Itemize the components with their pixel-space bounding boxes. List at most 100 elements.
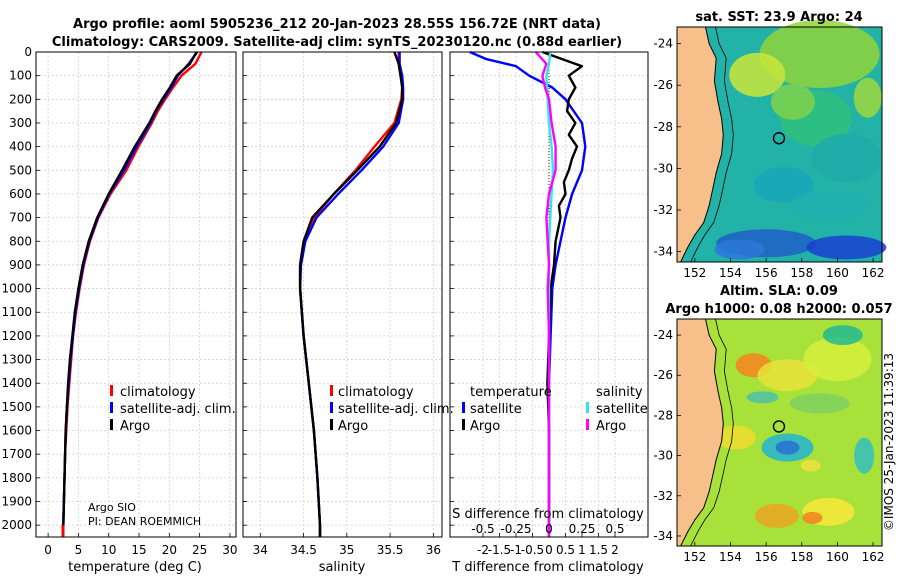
y-tick-label: 1800 — [1, 471, 32, 485]
legend-argo-swatch — [110, 419, 113, 430]
map-x-tick-label: 156 — [755, 266, 778, 280]
sst-map-title: sat. SST: 23.9 Argo: 24 — [695, 10, 862, 25]
y-tick-label: 900 — [9, 258, 32, 272]
y-tick-label: 1600 — [1, 424, 32, 438]
legend-t-satellite-swatch — [462, 402, 465, 413]
legend-satellite-swatch — [110, 402, 113, 413]
x-tick-label: 10 — [101, 543, 116, 557]
y-tick-label: 1500 — [1, 400, 32, 414]
map-field-patch — [754, 503, 799, 528]
y-tick-label: 1700 — [1, 447, 32, 461]
map-y-tick-label: -24 — [653, 37, 673, 51]
x-tick-label: 35 — [339, 543, 354, 557]
x-tick-label: -0.5 — [521, 543, 544, 557]
legend-satellite-label: satellite-adj. clim. — [338, 402, 454, 417]
tdiff-xlabel: T difference from climatology — [451, 560, 644, 575]
map-frame — [676, 26, 883, 263]
sla-map-title-line1: Altim. SLA: 0.09 — [720, 284, 838, 299]
map-field-patch — [789, 393, 850, 414]
map-x-tick-label: 160 — [826, 550, 849, 564]
imos-timestamp: ©IMOS 25-Jan-2023 11:39:13 — [882, 353, 896, 531]
y-tick-label: 700 — [9, 211, 32, 225]
temperature-xlabel: temperature (deg C) — [68, 560, 202, 575]
y-tick-label: 1200 — [1, 329, 32, 343]
x-tick-label: 36 — [426, 543, 441, 557]
s-tick-label: 0 — [545, 522, 553, 536]
series-line-salinity-argo — [534, 51, 557, 537]
y-tick-label: 300 — [9, 116, 32, 130]
x-tick-label: 30 — [222, 543, 237, 557]
map-field-patch — [757, 359, 818, 392]
y-tick-label: 100 — [9, 69, 32, 83]
legend-climatology-label: climatology — [338, 385, 414, 400]
salinity-xlabel: salinity — [319, 560, 366, 575]
x-tick-label: 25 — [192, 543, 207, 557]
map-field-patch — [746, 391, 779, 404]
map-y-tick-label: -28 — [653, 408, 673, 422]
map-field-patch — [853, 77, 882, 118]
salinity-legend: climatology satellite-adj. clim. Argo — [330, 385, 454, 434]
map-x-tick-label: 156 — [755, 550, 778, 564]
sdiff-xlabel: S difference from climatology — [452, 507, 644, 522]
y-tick-label: 1900 — [1, 495, 32, 509]
plot-frame — [449, 51, 649, 538]
x-tick-label: 15 — [131, 543, 146, 557]
map-y-tick-label: -28 — [653, 120, 673, 134]
map-field-patch — [729, 52, 786, 97]
salinity-profile-panel: 34 34.5 35 35.5 36 — [242, 51, 443, 557]
legend-climatology-swatch — [330, 385, 333, 396]
map-field-patch — [811, 134, 882, 183]
map-x-tick-label: 162 — [862, 266, 885, 280]
map-field-patch — [822, 325, 863, 346]
map-x-tick-label: 154 — [719, 550, 742, 564]
y-tick-label: 400 — [9, 140, 32, 154]
x-tick-label: 5 — [75, 543, 83, 557]
map-field-patch — [803, 337, 872, 382]
sla-map-panel: 152 154 156 158 160 162 -24 -26 -28 -30 -32 -34 — [653, 318, 885, 564]
map-x-tick-label: 160 — [826, 266, 849, 280]
y-tick-label: 2000 — [1, 518, 32, 532]
map-field-patch — [854, 437, 875, 474]
map-field-patch — [753, 167, 814, 204]
map-field-patch — [788, 190, 869, 221]
map-x-tick-label: 154 — [719, 266, 742, 280]
y-tick-label: 500 — [9, 163, 32, 177]
map-field-patch — [806, 235, 887, 260]
s-tick-label: 0.25 — [569, 522, 596, 536]
series-line-argo — [61, 51, 198, 538]
x-tick-label: 0 — [44, 543, 52, 557]
map-field-patch — [802, 511, 823, 524]
y-tick-label: 600 — [9, 187, 32, 201]
legend-argo-label: Argo — [338, 419, 368, 434]
legend-t-argo-label: Argo — [470, 419, 500, 434]
map-y-tick-label: -34 — [653, 529, 673, 543]
map-y-tick-label: -26 — [653, 78, 673, 92]
x-tick-label: 34 — [253, 543, 268, 557]
map-y-tick-label: -32 — [653, 489, 673, 503]
series-line-argo — [298, 51, 404, 537]
temperature-profile-panel: 0100200300400500600700800900100011001200… — [1, 45, 237, 557]
temperature-legend: climatology satellite-adj. clim. Argo — [110, 385, 236, 434]
legend-s-argo-label: Argo — [596, 419, 626, 434]
land-australia — [676, 318, 724, 547]
x-tick-label: -1.5 — [488, 543, 511, 557]
plot-frame — [242, 51, 443, 538]
sst-map-panel: 152 154 156 158 160 162 -24 -26 -28 -30 -32 -34 — [653, 20, 887, 280]
x-tick-label: -1 — [510, 543, 522, 557]
map-x-tick-label: 152 — [683, 266, 706, 280]
figure-title-line2: Climatology: CARS2009. Satellite-adj cli… — [52, 35, 622, 50]
x-tick-label: -2 — [477, 543, 489, 557]
y-tick-label: 800 — [9, 234, 32, 248]
legend-climatology-swatch — [110, 385, 113, 396]
map-frame — [676, 318, 883, 547]
x-tick-label: 1 — [578, 543, 586, 557]
x-tick-label: 0.5 — [556, 543, 575, 557]
legend-satellite-swatch — [330, 402, 333, 413]
map-field-patch — [715, 425, 756, 450]
x-tick-label: 35.5 — [377, 543, 404, 557]
land-australia — [676, 26, 724, 263]
map-field-patch — [759, 20, 880, 89]
map-x-tick-label: 158 — [790, 266, 813, 280]
map-y-tick-label: -32 — [653, 203, 673, 217]
map-y-tick-label: -24 — [653, 328, 673, 342]
